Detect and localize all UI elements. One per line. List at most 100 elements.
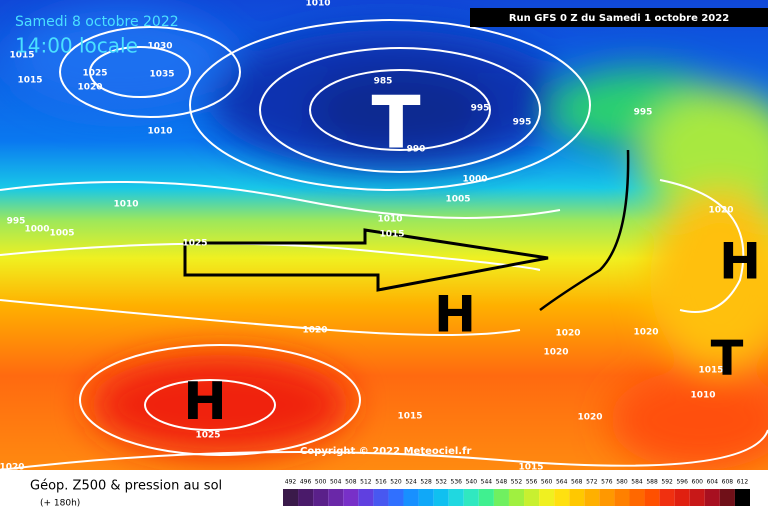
scale-swatch xyxy=(554,489,570,506)
scale-label: 612 xyxy=(737,479,749,486)
scale-label: 532 xyxy=(435,479,447,486)
scale-swatch xyxy=(493,489,509,506)
scale-swatch xyxy=(524,489,540,506)
pressure-label: 1020 xyxy=(77,83,102,93)
scale-swatch xyxy=(403,489,419,506)
pressure-label: 1025 xyxy=(182,239,207,249)
pressure-label: 1020 xyxy=(543,348,568,358)
copyright: Copyright © 2022 Meteociel.fr xyxy=(300,446,471,457)
pressure-label: 1000 xyxy=(462,175,487,185)
forecast-time: 14:00 locale xyxy=(15,34,138,58)
front-line xyxy=(539,149,630,312)
scale-swatch xyxy=(674,489,690,506)
scale-swatch xyxy=(343,489,359,506)
pressure-label: 995 xyxy=(513,118,532,128)
pressure-label: 1015 xyxy=(17,76,42,86)
pressure-center: T xyxy=(371,81,420,165)
scale-swatch xyxy=(734,489,750,506)
scale-label: 516 xyxy=(375,479,387,486)
scale-swatch xyxy=(689,489,705,506)
footer-lead: (+ 180h) xyxy=(40,499,80,509)
scale-label: 512 xyxy=(360,479,372,486)
scale-swatch xyxy=(704,489,720,506)
pressure-label: 1035 xyxy=(149,70,174,80)
pressure-label: 995 xyxy=(471,104,490,114)
scale-swatch xyxy=(418,489,434,506)
scale-swatch xyxy=(283,489,299,506)
scale-swatch xyxy=(659,489,675,506)
scale-label: 540 xyxy=(466,479,478,486)
scale-swatch xyxy=(629,489,645,506)
scale-label: 528 xyxy=(420,479,432,486)
pressure-label: 1015 xyxy=(397,412,422,422)
run-banner xyxy=(470,8,768,27)
pressure-label: 1025 xyxy=(195,431,220,441)
scale-label: 560 xyxy=(541,479,553,486)
pressure-center: H xyxy=(434,286,476,344)
pressure-label: 1020 xyxy=(0,463,25,473)
scale-swatch xyxy=(448,489,464,506)
scale-swatch xyxy=(388,489,404,506)
pressure-label: 1010 xyxy=(113,200,138,210)
pressure-label: 1025 xyxy=(82,69,107,79)
scale-label: 520 xyxy=(390,479,402,486)
scale-label: 580 xyxy=(616,479,628,486)
pressure-label: 1005 xyxy=(445,195,470,205)
scale-label: 556 xyxy=(526,479,538,486)
scale-label: 548 xyxy=(496,479,508,486)
pressure-label: 995 xyxy=(7,217,26,227)
forecast-date: Samedi 8 octobre 2022 xyxy=(15,14,179,30)
scale-label: 608 xyxy=(722,479,734,486)
scale-swatch xyxy=(328,489,344,506)
pressure-center: H xyxy=(719,233,761,291)
scale-swatch xyxy=(373,489,389,506)
scale-label: 496 xyxy=(300,479,312,486)
scale-swatch xyxy=(463,489,479,506)
color-fields xyxy=(10,10,768,470)
scale-swatch xyxy=(508,489,525,506)
scale-swatch xyxy=(569,489,585,506)
scale-swatch xyxy=(298,489,314,506)
scale-label: 524 xyxy=(405,479,417,486)
pressure-center: T xyxy=(711,331,744,387)
pressure-label: 1015 xyxy=(379,230,404,240)
scale-swatch xyxy=(539,489,555,506)
scale-label: 544 xyxy=(481,479,493,486)
scale-label: 536 xyxy=(451,479,463,486)
color-scale: 492 496 500 504 508 512 516 520 524 528 532 536 540 5… xyxy=(283,479,750,506)
scale-label: 564 xyxy=(556,479,568,486)
pressure-label: 985 xyxy=(374,77,393,87)
scale-swatch xyxy=(719,489,735,506)
scale-label: 572 xyxy=(586,479,598,486)
pressure-label: 1010 xyxy=(690,391,715,401)
scale-label: 504 xyxy=(330,479,342,486)
pressure-label: 1015 xyxy=(9,51,34,61)
scale-label: 568 xyxy=(571,479,583,486)
scale-swatch xyxy=(599,489,615,506)
scale-label: 588 xyxy=(646,479,658,486)
pressure-label: 1020 xyxy=(708,206,733,216)
scale-swatch xyxy=(644,489,660,506)
pressure-label: 1020 xyxy=(577,413,602,423)
pressure-label: 1020 xyxy=(633,328,658,338)
pressure-label: 990 xyxy=(407,145,426,155)
pressure-label: 1000 xyxy=(24,225,49,235)
scale-label: 592 xyxy=(661,479,673,486)
pressure-label: 1030 xyxy=(147,42,172,52)
scale-label: 500 xyxy=(315,479,327,486)
pressure-label: 1020 xyxy=(302,326,327,336)
scale-swatch xyxy=(358,489,374,506)
flow-arrow xyxy=(183,228,549,292)
pressure-label: 1015 xyxy=(518,463,543,473)
scale-label: 508 xyxy=(345,479,357,486)
scale-label: 492 xyxy=(285,479,297,486)
scale-swatch xyxy=(584,489,600,506)
pressure-label: 1010 xyxy=(377,215,402,225)
scale-swatch xyxy=(433,489,449,506)
run-info: Run GFS 0 Z du Samedi 1 octobre 2022 xyxy=(509,13,729,24)
pressure-labels: 1010 1015 1030 1035 1025 1020 1010 985 990 995 995… xyxy=(0,0,734,473)
pressure-label: 1005 xyxy=(49,229,74,239)
